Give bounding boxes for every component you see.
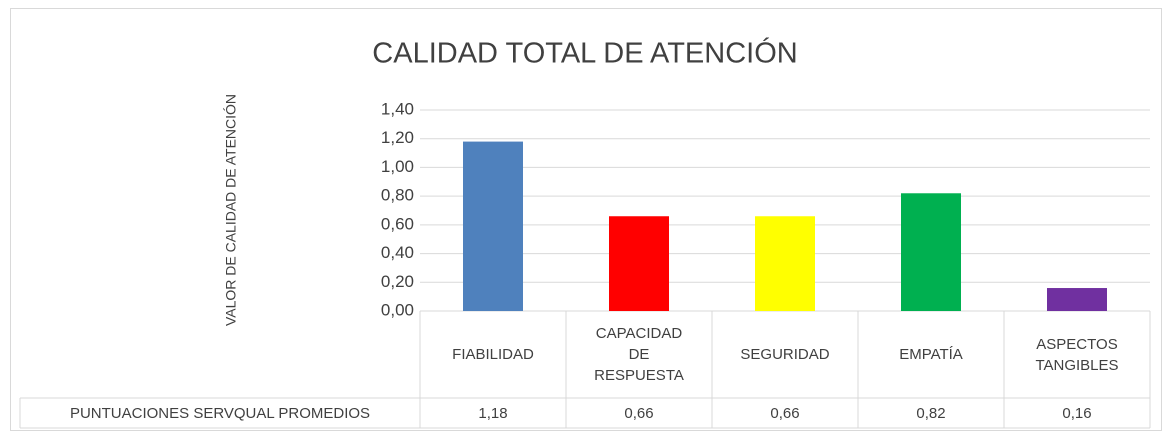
y-tick-label: 0,00 [381,300,414,319]
y-tick-label: 1,40 [381,99,414,118]
bar [609,216,669,311]
value-label: 0,66 [770,404,800,422]
y-tick-label: 1,20 [381,128,414,147]
x-tick-label: SEGURIDAD [740,346,830,363]
y-tick-label: 0,80 [381,186,414,205]
x-tick-label: CAPACIDAD DE RESPUESTA [594,325,684,384]
x-tick-label: EMPATÍA [899,346,963,363]
y-axis-label: VALOR DE CALIDAD DE ATENCIÓN [223,94,239,326]
bar [463,141,523,311]
chart-title: CALIDAD TOTAL DE ATENCIÓN [372,37,797,70]
row-header: PUNTUACIONES SERVQUAL PROMEDIOS [69,404,371,422]
y-tick-label: 0,20 [381,272,414,291]
bar [901,193,961,311]
value-label: 1,18 [478,404,508,422]
y-tick-label: 1,00 [381,157,414,176]
value-label: 0,16 [1062,404,1092,422]
value-label: 0,66 [624,404,654,422]
bar [1047,288,1107,311]
value-label: 0,82 [916,404,946,422]
chart-border [10,8,1162,431]
x-tick-label: ASPECTOS TANGIBLES [1035,335,1119,374]
x-tick-label: FIABILIDAD [452,346,534,363]
y-tick-label: 0,60 [381,214,414,233]
y-tick-label: 0,40 [381,243,414,262]
bar [755,216,815,311]
